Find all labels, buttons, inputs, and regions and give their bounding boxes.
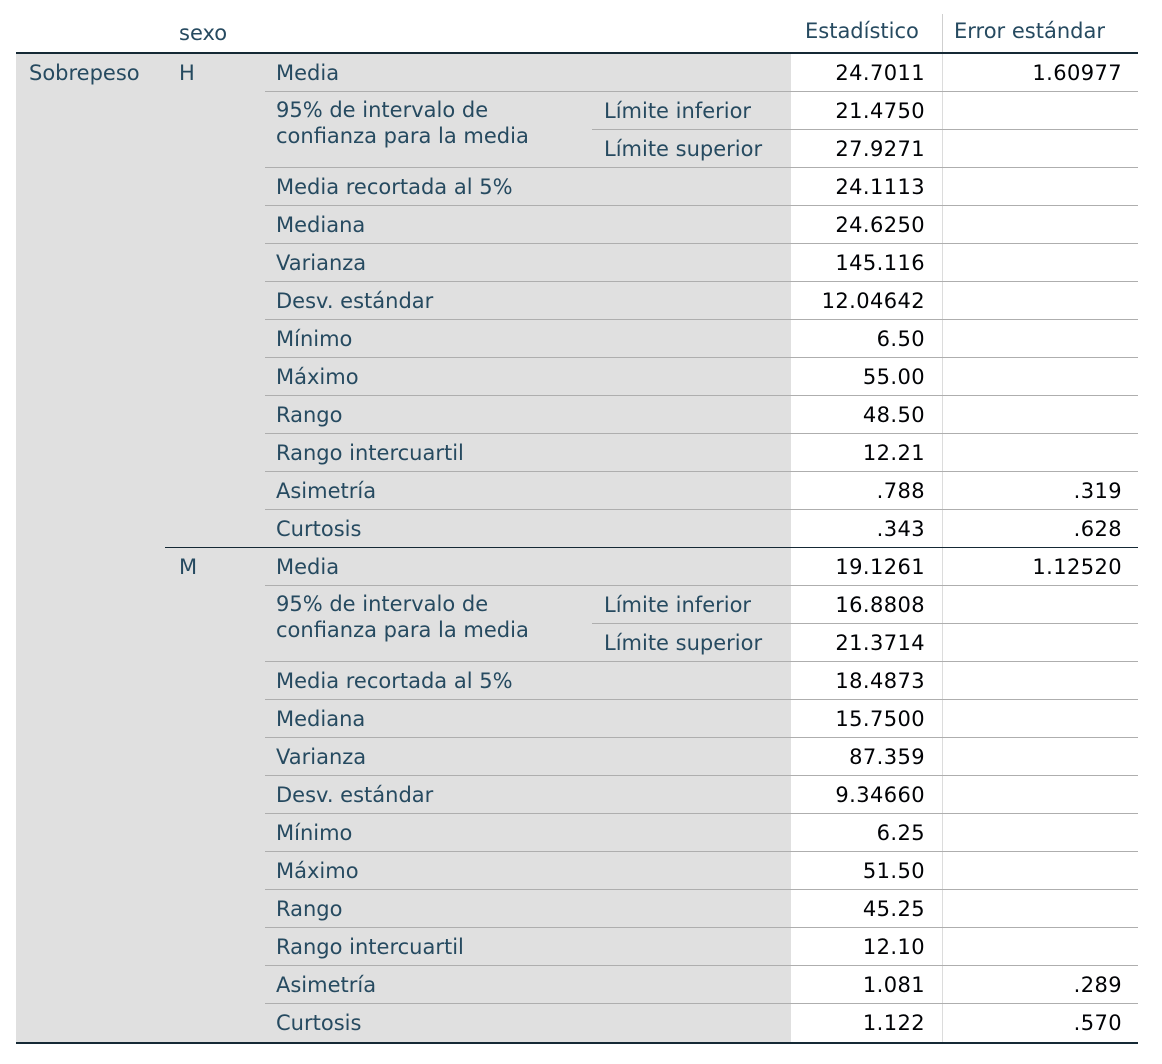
statistic-value: .788: [876, 479, 925, 503]
row-label: Media: [276, 61, 340, 85]
row-separator: [265, 433, 1138, 434]
group-label: H: [179, 61, 195, 85]
row-label: Rango intercuartil: [276, 935, 464, 959]
statistic-value: 12.21: [862, 441, 925, 465]
row-separator: [265, 319, 1138, 320]
statistic-value: 24.6250: [835, 213, 925, 237]
row-label: Curtosis: [276, 1011, 362, 1035]
row-separator: [265, 1003, 1138, 1004]
row-separator: [265, 471, 1138, 472]
group-label: M: [179, 555, 198, 579]
ci-lower-value: 21.4750: [835, 99, 925, 123]
row-label: Desv. estándar: [276, 289, 434, 313]
row-label: Mediana: [276, 213, 366, 237]
statistic-value: 1.081: [862, 973, 925, 997]
statistic-value: 12.04642: [821, 289, 925, 313]
statistic-value: 48.50: [862, 403, 925, 427]
standard-error-value: .570: [1073, 1011, 1122, 1035]
standard-error-value: .319: [1073, 479, 1122, 503]
column-header-statistic: Estadístico: [805, 19, 919, 43]
row-label: Curtosis: [276, 517, 362, 541]
statistic-value: 24.1113: [835, 175, 925, 199]
statistic-value: 9.34660: [835, 783, 925, 807]
row-separator: [265, 357, 1138, 358]
statistic-value: 51.50: [862, 859, 925, 883]
label-area-background: [16, 54, 791, 1042]
statistic-value: 55.00: [862, 365, 925, 389]
row-label: Varianza: [276, 251, 367, 275]
ci-upper-value: 21.3714: [835, 631, 925, 655]
row-separator: [265, 775, 1138, 776]
column-header-standard-error: Error estándar: [954, 19, 1105, 43]
statistic-value: 24.7011: [835, 61, 925, 85]
column-divider: [942, 54, 943, 1042]
group-variable-header: sexo: [179, 21, 228, 45]
ci-lower-label: Límite inferior: [604, 593, 752, 617]
row-separator: [265, 699, 1138, 700]
ci-label: 95% de intervalo de confianza para la me…: [276, 592, 529, 642]
row-label: Rango: [276, 403, 343, 427]
statistic-value: 145.116: [835, 251, 925, 275]
statistic-value: 19.1261: [835, 555, 925, 579]
row-separator: [265, 91, 1138, 92]
statistic-value: 45.25: [862, 897, 925, 921]
row-label: Varianza: [276, 745, 367, 769]
row-separator: [592, 623, 1138, 624]
row-separator: [265, 167, 1138, 168]
header-rule: [16, 52, 1138, 54]
row-separator: [592, 129, 1138, 130]
ci-upper-label: Límite superior: [604, 631, 763, 655]
dependent-variable-label: Sobrepeso: [29, 61, 140, 85]
row-separator: [265, 851, 1138, 852]
row-separator: [265, 965, 1138, 966]
row-label: Rango: [276, 897, 343, 921]
ci-lower-label: Límite inferior: [604, 99, 752, 123]
row-label: Mediana: [276, 707, 366, 731]
group-separator: [165, 547, 1138, 548]
statistic-value: 15.7500: [835, 707, 925, 731]
row-label: Media recortada al 5%: [276, 669, 513, 693]
row-label: Máximo: [276, 859, 359, 883]
statistic-value: 87.359: [849, 745, 925, 769]
statistic-value: 6.50: [876, 327, 925, 351]
row-label: Mínimo: [276, 327, 353, 351]
row-label: Mínimo: [276, 821, 353, 845]
statistic-value: 18.4873: [835, 669, 925, 693]
row-separator: [265, 585, 1138, 586]
ci-upper-value: 27.9271: [835, 137, 925, 161]
statistic-value: 6.25: [876, 821, 925, 845]
row-separator: [265, 281, 1138, 282]
bottom-rule: [16, 1042, 1138, 1044]
statistic-value: 12.10: [862, 935, 925, 959]
row-label: Media recortada al 5%: [276, 175, 513, 199]
row-label: Máximo: [276, 365, 359, 389]
row-label: Rango intercuartil: [276, 441, 464, 465]
row-separator: [265, 509, 1138, 510]
row-label: Asimetría: [276, 479, 377, 503]
ci-lower-value: 16.8808: [835, 593, 925, 617]
row-separator: [265, 813, 1138, 814]
row-separator: [265, 205, 1138, 206]
row-separator: [265, 737, 1138, 738]
row-label: Media: [276, 555, 340, 579]
row-separator: [265, 243, 1138, 244]
row-separator: [265, 889, 1138, 890]
row-label: Desv. estándar: [276, 783, 434, 807]
row-separator: [265, 395, 1138, 396]
standard-error-value: 1.12520: [1032, 555, 1122, 579]
ci-upper-label: Límite superior: [604, 137, 763, 161]
statistic-value: 1.122: [862, 1011, 925, 1035]
ci-label: 95% de intervalo de confianza para la me…: [276, 98, 529, 148]
row-separator: [265, 927, 1138, 928]
header-divider: [942, 14, 943, 54]
statistic-value: .343: [876, 517, 925, 541]
standard-error-value: 1.60977: [1032, 61, 1122, 85]
row-separator: [265, 661, 1138, 662]
standard-error-value: .628: [1073, 517, 1122, 541]
standard-error-value: .289: [1073, 973, 1122, 997]
row-label: Asimetría: [276, 973, 377, 997]
